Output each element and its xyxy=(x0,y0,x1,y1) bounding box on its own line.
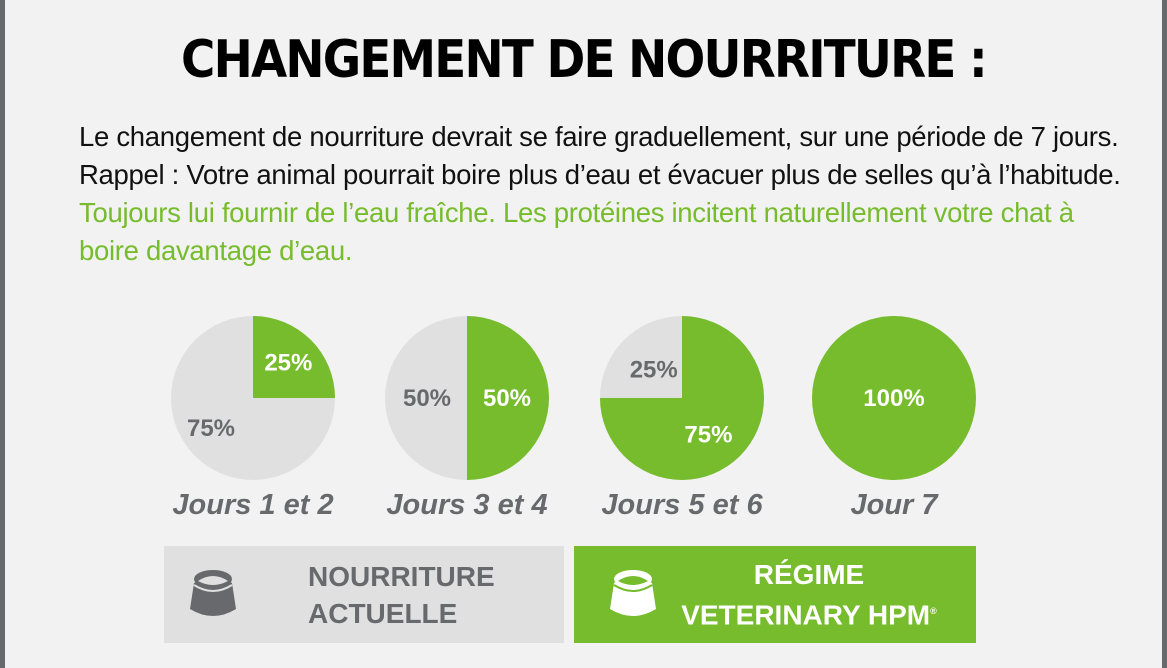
bowl-icon xyxy=(190,569,236,616)
legend-new-diet: RÉGIME VETERINARY HPM® xyxy=(574,546,976,643)
pie-label-new: 50% xyxy=(483,385,531,412)
legend-current-food: NOURRITURE ACTUELLE xyxy=(164,546,564,643)
pie-label-new: 100% xyxy=(863,385,924,412)
intro-body: Le changement de nourriture devrait se f… xyxy=(79,121,1121,190)
pie-slice-new xyxy=(467,316,549,480)
page-title: CHANGEMENT DE NOURRITURE : xyxy=(181,30,988,90)
pie-slice-new xyxy=(812,316,976,480)
pie-caption: Jours 1 et 2 xyxy=(172,489,333,521)
pie-charts: 25% 75% Jours 1 et 2 50% 50% Jours 3 et 4 75% 2… xyxy=(171,316,976,521)
legend-current-line1: NOURRITURE xyxy=(308,560,495,592)
legend-new-line2: VETERINARY HPM xyxy=(681,599,931,631)
pie-caption: Jours 3 et 4 xyxy=(386,489,547,521)
pie-label-new: 25% xyxy=(264,350,312,377)
left-border xyxy=(0,0,5,668)
legend-current-line2: ACTUELLE xyxy=(308,597,458,629)
bowl-icon xyxy=(610,569,656,616)
right-border xyxy=(1162,0,1167,668)
intro-highlight: Toujours lui fournir de l’eau fraîche. L… xyxy=(79,197,1074,266)
pie-caption: Jour 7 xyxy=(850,489,939,521)
pie-label-new: 75% xyxy=(684,421,732,448)
intro-text: Le changement de nourriture devrait se f… xyxy=(79,118,1139,270)
pie-slice-new xyxy=(600,316,764,480)
registered-mark: ® xyxy=(930,605,937,616)
pie-caption: Jours 5 et 6 xyxy=(601,489,763,521)
pie-label-current: 50% xyxy=(403,385,451,412)
legend-new-line1: RÉGIME xyxy=(753,558,865,590)
pie-slice-new xyxy=(253,316,335,398)
pie-label-current: 75% xyxy=(187,415,235,442)
pie-label-current: 25% xyxy=(630,357,678,384)
